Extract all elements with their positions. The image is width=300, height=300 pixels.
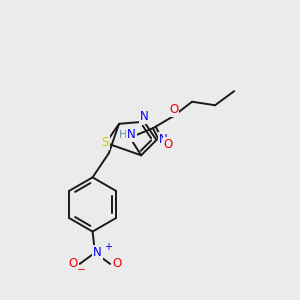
Text: S: S <box>102 136 109 149</box>
Text: O: O <box>68 257 78 270</box>
Text: −: − <box>76 266 85 275</box>
Text: O: O <box>169 103 178 116</box>
Text: H: H <box>119 130 128 140</box>
Text: N: N <box>159 133 167 146</box>
Text: O: O <box>112 257 122 270</box>
Text: N: N <box>93 246 102 259</box>
Text: +: + <box>104 242 112 253</box>
Text: N: N <box>140 110 149 123</box>
Text: O: O <box>164 138 173 151</box>
Text: N: N <box>128 128 136 141</box>
